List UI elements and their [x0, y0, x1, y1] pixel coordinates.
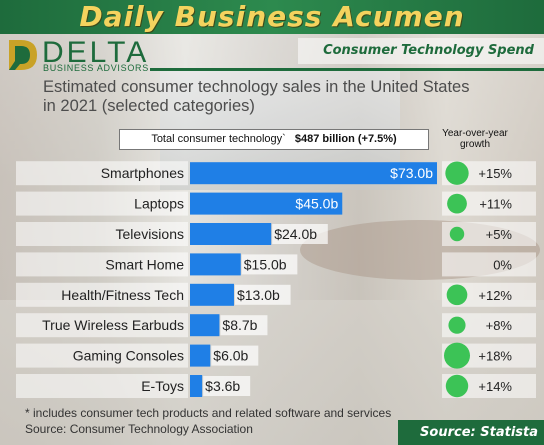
growth-circle	[445, 161, 469, 185]
total-summary-box: Total consumer technology` $487 billion …	[119, 129, 429, 150]
value-label-band	[234, 284, 291, 305]
row-label-band	[16, 313, 188, 338]
value-label: $73.0b	[390, 165, 433, 181]
growth-label: +14%	[478, 379, 512, 394]
growth-circle	[444, 342, 470, 369]
divider-line	[150, 68, 544, 71]
row-label-band	[16, 222, 188, 246]
bar	[190, 162, 437, 185]
growth-circle	[446, 284, 468, 306]
row-label-band	[16, 282, 188, 307]
bar	[190, 253, 241, 276]
category-label: E-Toys	[141, 378, 184, 394]
value-label-band	[272, 224, 328, 244]
growth-label: +12%	[478, 288, 512, 303]
bar	[190, 223, 272, 245]
category-label: Gaming Consoles	[73, 348, 184, 364]
growth-circle	[449, 226, 465, 242]
bar	[190, 344, 211, 367]
value-label: $6.0b	[213, 348, 248, 364]
growth-label: +5%	[486, 227, 513, 242]
delta-logo: DELTA BUSINESS ADVISORS	[6, 38, 156, 74]
row-label-band	[16, 161, 188, 186]
section-title-band	[298, 38, 544, 64]
footnote: * includes consumer tech products and re…	[25, 406, 392, 420]
bar	[190, 192, 343, 215]
category-label: Smartphones	[101, 165, 184, 181]
value-label: $45.0b	[295, 196, 338, 212]
category-label: Smart Home	[105, 256, 184, 272]
value-label-band	[211, 345, 259, 366]
category-label: Televisions	[116, 226, 184, 242]
value-label-band	[220, 315, 268, 336]
value-label-band	[241, 254, 298, 275]
value-label: $8.7b	[222, 317, 257, 333]
header-bar	[0, 0, 544, 34]
category-label: True Wireless Earbuds	[42, 317, 184, 333]
source-line: Source: Consumer Technology Association	[25, 422, 253, 436]
value-label: $13.0b	[237, 287, 280, 303]
logo-tagline: BUSINESS ADVISORS	[43, 63, 149, 73]
growth-circle	[447, 193, 467, 214]
category-label: Health/Fitness Tech	[61, 287, 184, 303]
logo-name: DELTA	[42, 36, 150, 69]
row-label-band	[16, 374, 188, 398]
total-value: $487 billion (+7.5%)	[294, 133, 397, 145]
value-label-band	[203, 376, 251, 396]
bar	[190, 314, 220, 337]
row-label-band	[16, 191, 188, 216]
section-title: Consumer Technology Spend	[323, 43, 534, 58]
value-label: $3.6b	[205, 378, 240, 394]
row-label-band	[16, 343, 188, 368]
delta-logo-icon	[9, 40, 37, 70]
source-badge	[398, 420, 544, 445]
row-label-band	[16, 252, 188, 277]
growth-label: +18%	[478, 349, 512, 364]
value-label: $15.0b	[244, 256, 287, 272]
value-label: $24.0b	[274, 226, 317, 242]
growth-circle	[448, 316, 466, 334]
growth-label: +11%	[479, 197, 512, 212]
site-title: Daily Business Acumen	[79, 0, 465, 33]
growth-label: +8%	[486, 318, 513, 333]
chart-title: Estimated consumer technology sales in t…	[43, 78, 470, 115]
growth-label: 0%	[493, 257, 512, 272]
source-badge-text: Source: Statista	[420, 425, 538, 440]
growth-label: +15%	[478, 166, 512, 181]
category-label: Laptops	[134, 196, 184, 212]
row-growth-band	[442, 252, 536, 277]
growth-circle	[445, 374, 469, 398]
bar	[190, 283, 234, 306]
growth-column-header: Year-over-year growth	[442, 128, 508, 150]
bar	[190, 375, 203, 397]
total-label: Total consumer technology`	[151, 133, 286, 145]
